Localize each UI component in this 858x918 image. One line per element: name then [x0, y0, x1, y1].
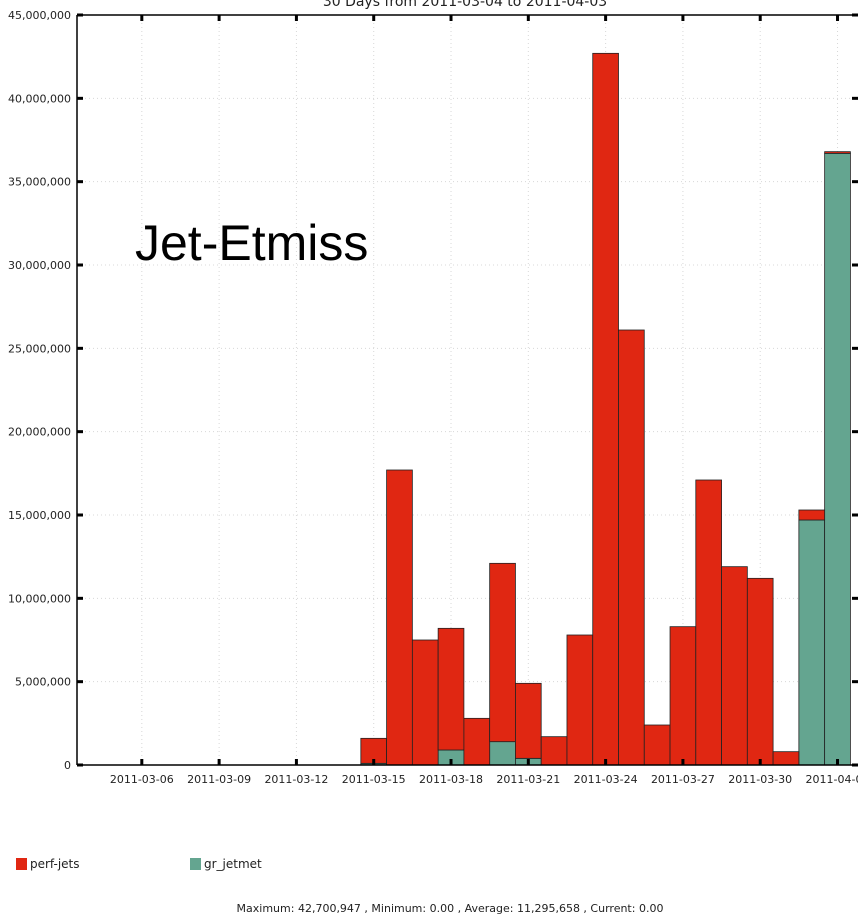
bar-perf-jets — [746, 577, 774, 766]
bar-gr_jetmet — [798, 519, 826, 766]
y-tick-label: 5,000,000 — [15, 676, 71, 689]
bar-perf-jets — [463, 717, 491, 766]
bar-perf-jets — [798, 509, 826, 521]
bar-perf-jets — [592, 52, 619, 766]
y-tick-label: 10,000,000 — [8, 592, 71, 605]
bar-gr_jetmet — [489, 741, 516, 766]
bar-perf-jets — [540, 736, 568, 766]
x-tick-label: 2011-03-30 — [728, 773, 792, 786]
bar-perf-jets — [643, 724, 671, 766]
legend: perf-jets gr_jetmet — [16, 857, 262, 871]
bar-gr_jetmet — [824, 152, 851, 766]
y-tick-label: 15,000,000 — [8, 509, 71, 522]
x-tick-label: 2011-03-24 — [574, 773, 638, 786]
legend-label: perf-jets — [30, 857, 80, 871]
bar-perf-jets — [386, 469, 413, 766]
chart-annotation: Jet-Etmiss — [135, 215, 368, 271]
x-tick-label: 2011-03-15 — [342, 773, 406, 786]
y-tick-label: 0 — [64, 759, 71, 772]
bar-perf-jets — [489, 562, 516, 743]
bar-perf-jets — [437, 627, 465, 751]
x-tick-label: 2011-03-12 — [264, 773, 328, 786]
x-ticks: 2011-03-06 2011-03-09 2011-03-12 2011-03-15… — [110, 773, 858, 786]
x-tick-label: 2011-03-09 — [187, 773, 251, 786]
axes — [76, 13, 858, 767]
bar-perf-jets — [695, 479, 722, 766]
bar-perf-jets — [411, 639, 439, 766]
x-tick-label: 2011-03-18 — [419, 773, 483, 786]
y-tick-label: 45,000,000 — [8, 9, 71, 22]
y-tick-label: 25,000,000 — [8, 342, 71, 355]
x-tick-label: 2011-03-21 — [496, 773, 560, 786]
y-tick-label: 30,000,000 — [8, 259, 71, 272]
y-tick-label: 20,000,000 — [8, 426, 71, 439]
bars — [360, 52, 851, 766]
bar-perf-jets — [515, 682, 542, 759]
x-tick-label: 2011-03-06 — [110, 773, 174, 786]
chart-title: 30 Days from 2011-03-04 to 2011-04-03 — [323, 0, 607, 10]
bar-perf-jets — [618, 329, 645, 766]
bar-perf-jets — [824, 151, 851, 154]
y-tick-label: 35,000,000 — [8, 176, 71, 189]
legend-swatch — [16, 858, 27, 870]
bar-perf-jets — [721, 566, 748, 766]
x-tick-label: 2011-03-27 — [651, 773, 715, 786]
x-tick-label: 2011-04-02 — [806, 773, 858, 786]
summary-stats: Maximum: 42,700,947 , Minimum: 0.00 , Av… — [237, 902, 664, 915]
legend-label: gr_jetmet — [204, 857, 262, 871]
legend-swatch — [190, 858, 201, 870]
y-tick-label: 40,000,000 — [8, 92, 71, 105]
bar-perf-jets — [669, 626, 697, 766]
y-ticks: 0 5,000,000 10,000,000 15,000,000 20,000,000… — [8, 9, 71, 772]
bar-perf-jets — [566, 634, 594, 766]
bar-perf-jets — [772, 751, 800, 766]
